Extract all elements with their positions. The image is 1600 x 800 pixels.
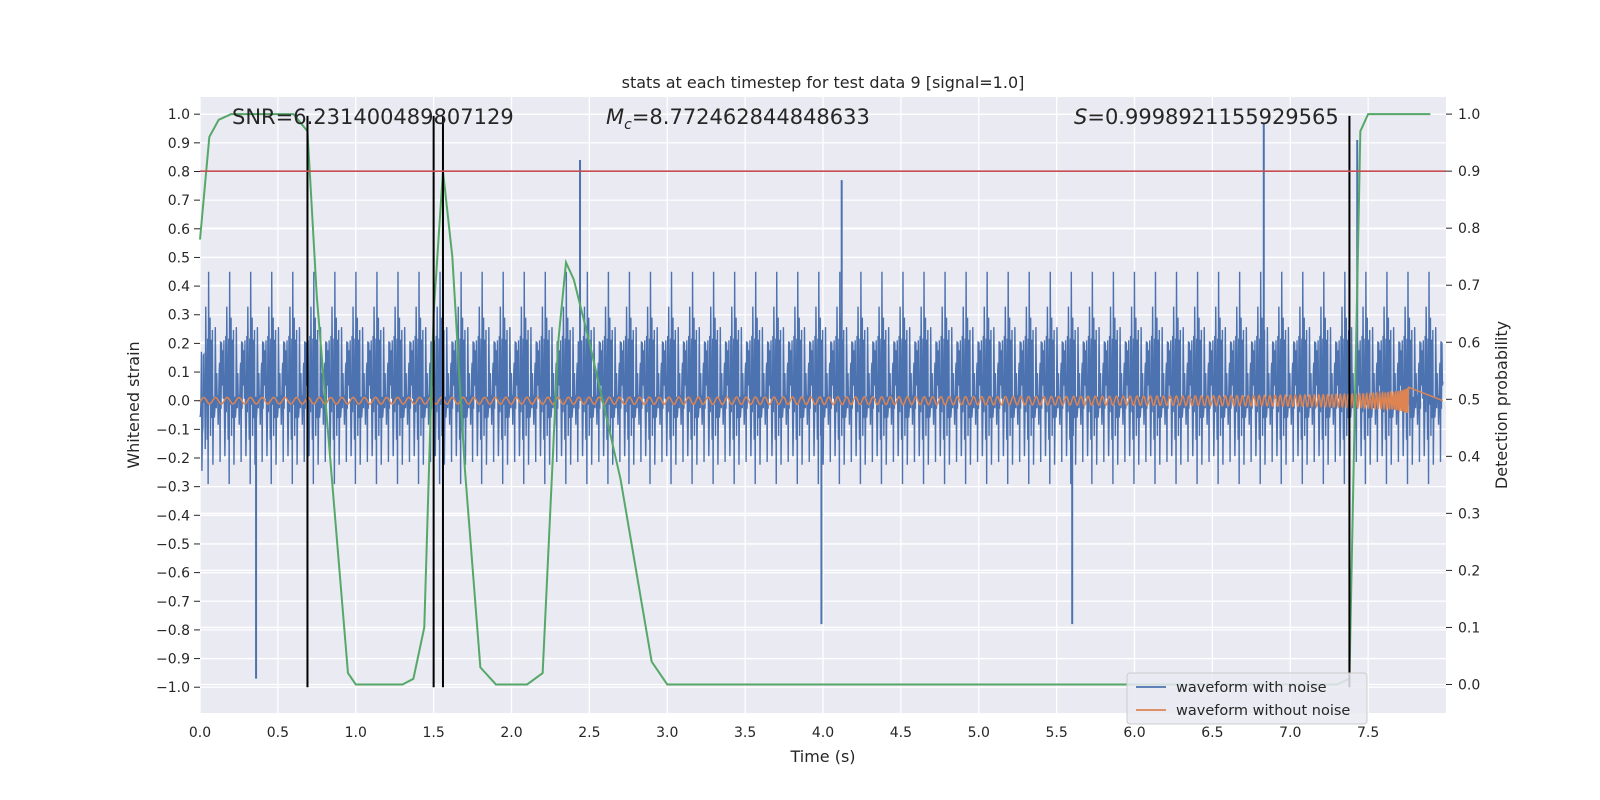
y2-tick-label: 0.8: [1458, 221, 1480, 237]
y2-tick-labels: 0.0 0.1 0.2 0.3 0.4 0.5 0.6 0.7 0.8 0.9 1.0: [1446, 107, 1480, 693]
y-tick-label: 0.3: [168, 308, 190, 324]
annotation-snr-stat: S=0.9998921155929565: [1074, 105, 1339, 129]
y-tick-label: −0.2: [156, 451, 190, 467]
y-tick-label: −0.7: [156, 594, 190, 610]
legend-box: [1126, 672, 1368, 725]
x-tick-label: 0.0: [189, 725, 211, 741]
y-tick-label: −0.5: [156, 537, 190, 553]
y-axis-label: Whitened strain: [124, 341, 143, 468]
y2-tick-label: 0.6: [1458, 335, 1480, 351]
y2-tick-label: 0.5: [1458, 392, 1480, 408]
y-tick-label: 0.1: [168, 365, 190, 381]
y-tick-label: −0.8: [156, 623, 190, 639]
x-tick-label: 7.5: [1357, 725, 1379, 741]
annotation-snr: SNR=6.231400489807129: [232, 105, 514, 129]
x-tick-label: 0.5: [267, 725, 289, 741]
x-tick-label: 3.0: [656, 725, 678, 741]
annotation-chirp-mass-subscript: c: [624, 117, 632, 133]
x-tick-label: 5.0: [968, 725, 990, 741]
x-tick-label: 2.5: [578, 725, 600, 741]
y-tick-label: −0.4: [156, 508, 190, 524]
x-tick-label: 6.0: [1123, 725, 1145, 741]
y2-tick-label: 0.4: [1458, 449, 1480, 465]
x-tick-label: 2.0: [500, 725, 522, 741]
y2-tick-label: 0.0: [1458, 677, 1480, 693]
legend-label-noise: waveform with noise: [1176, 680, 1327, 696]
y-tick-label: 1.0: [168, 107, 190, 123]
y-tick-labels: −1.0 −0.9 −0.8 −0.7 −0.6 −0.5 −0.4 −0.3 −0.2 −0.1…: [156, 107, 200, 696]
y-tick-label: 0.8: [168, 164, 190, 180]
chirp-series: [199, 386, 1444, 414]
x-axis-label: Time (s): [789, 747, 855, 766]
annotation-chirp-mass-symbol: M: [606, 105, 624, 129]
y-tick-label: −0.3: [156, 480, 190, 496]
vertical-markers: [306, 115, 1351, 688]
y2-axis-label: Detection probability: [1492, 321, 1511, 489]
y-tick-label: −0.9: [156, 652, 190, 668]
chart-title: stats at each timestep for test data 9 […: [622, 73, 1025, 92]
annotation-chirp-mass-value: =8.772462844848633: [632, 105, 870, 129]
y-tick-label: 0.5: [168, 250, 190, 266]
legend-label-clean: waveform without noise: [1176, 703, 1350, 719]
y-tick-label: 0.9: [168, 136, 190, 152]
legend: waveform with noise waveform without noi…: [1126, 672, 1368, 725]
y-tick-label: 0.6: [168, 222, 190, 238]
y-tick-label: 0.2: [168, 336, 190, 352]
chirp-line: [199, 386, 1444, 414]
y2-tick-label: 0.2: [1458, 563, 1480, 579]
y2-tick-label: 0.7: [1458, 278, 1480, 294]
annotation-s-symbol: S: [1074, 105, 1087, 129]
x-tick-label: 4.0: [812, 725, 834, 741]
x-tick-label: 1.0: [345, 725, 367, 741]
y-tick-label: 0.4: [168, 279, 190, 295]
x-tick-label: 4.5: [890, 725, 912, 741]
y2-tick-label: 1.0: [1458, 107, 1480, 123]
x-tick-label: 5.5: [1045, 725, 1067, 741]
y-tick-label: −0.6: [156, 566, 190, 582]
y-tick-label: −1.0: [156, 680, 190, 696]
y2-tick-label: 0.1: [1458, 620, 1480, 636]
annotation-chirp-mass: Mc=8.772462844848633: [606, 105, 870, 133]
y-tick-label: 0.7: [168, 193, 190, 209]
x-tick-labels: 0.0 0.5 1.0 1.5 2.0 2.5 3.0 3.5 4.0 4.5 5.0 5.5 6.0 6…: [189, 725, 1379, 741]
x-tick-label: 6.5: [1201, 725, 1223, 741]
x-tick-label: 1.5: [422, 725, 444, 741]
y2-tick-label: 0.3: [1458, 506, 1480, 522]
y-tick-label: 0.0: [168, 394, 190, 410]
y-tick-label: −0.1: [156, 422, 190, 438]
annotation-s-value: =0.9998921155929565: [1087, 105, 1338, 129]
x-tick-label: 7.0: [1279, 725, 1301, 741]
y2-tick-label: 0.9: [1458, 164, 1480, 180]
x-tick-label: 3.5: [734, 725, 756, 741]
